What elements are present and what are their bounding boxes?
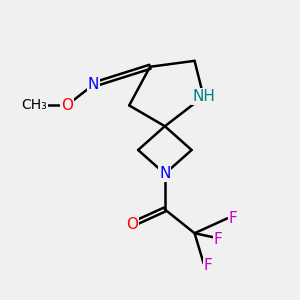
Text: F: F <box>214 232 223 247</box>
Text: N: N <box>88 77 99 92</box>
Text: O: O <box>61 98 73 113</box>
Text: N: N <box>159 166 170 181</box>
Text: F: F <box>229 211 238 226</box>
Text: F: F <box>204 258 212 273</box>
Text: O: O <box>126 217 138 232</box>
Text: NH: NH <box>192 89 215 104</box>
Text: CH₃: CH₃ <box>21 98 47 112</box>
